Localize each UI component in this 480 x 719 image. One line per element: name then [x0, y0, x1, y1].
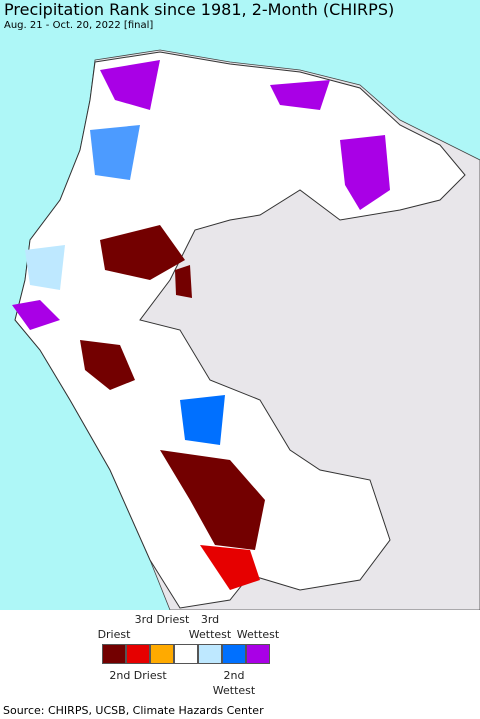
wettest-patch	[100, 60, 160, 110]
legend-swatch	[102, 644, 126, 664]
driest-patch	[175, 265, 192, 298]
driest-patch	[100, 225, 185, 280]
legend: Driest 2nd Driest 3rd Driest 3rd Wettest 2nd…	[0, 610, 480, 702]
rank-patches	[12, 60, 390, 590]
legend-label: 3rd Driest	[134, 613, 190, 626]
title: Precipitation Rank since 1981, 2-Month (…	[4, 0, 395, 19]
legend-label: 2nd Wettest	[212, 669, 256, 697]
legend-swatch	[174, 644, 198, 664]
legend-label: 3rd Wettest	[188, 613, 232, 641]
wettest-patch	[12, 300, 60, 330]
legend-swatch	[222, 644, 246, 664]
legend-swatch	[150, 644, 174, 664]
legend-swatch	[246, 644, 270, 664]
driest-patch	[80, 340, 135, 390]
legend-label: Wettest	[236, 628, 280, 641]
source: Source: CHIRPS, UCSB, Climate Hazards Ce…	[3, 704, 264, 717]
driest-patch	[160, 450, 265, 550]
legend-swatch	[198, 644, 222, 664]
wet-patch	[90, 125, 140, 180]
wettest-patch	[270, 80, 330, 110]
legend-label: 2nd Driest	[109, 669, 167, 682]
subtitle: Aug. 21 - Oct. 20, 2022 [final]	[4, 20, 154, 31]
legend-swatch	[126, 644, 150, 664]
legend-label: Driest	[97, 628, 131, 641]
wet-patch	[180, 395, 225, 445]
wet-patch	[25, 245, 65, 290]
wettest-patch	[340, 135, 390, 210]
map	[0, 0, 480, 610]
dry-patch	[200, 545, 260, 590]
